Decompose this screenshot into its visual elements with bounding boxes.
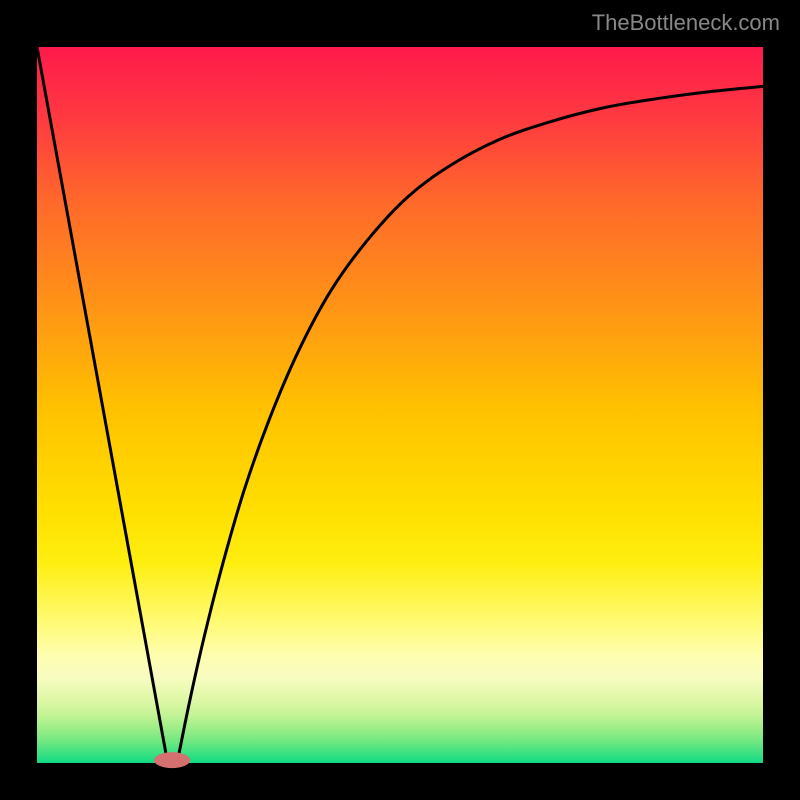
watermark-text: TheBottleneck.com (592, 10, 780, 36)
chart-background (37, 47, 763, 763)
chart-container: TheBottleneck.com (0, 0, 800, 800)
optimal-marker (154, 752, 190, 768)
bottleneck-chart (0, 0, 800, 800)
